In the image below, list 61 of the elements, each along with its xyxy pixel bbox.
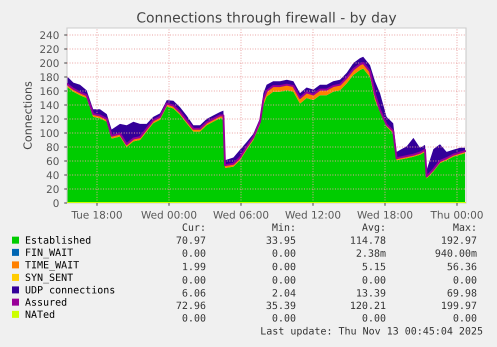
x-tick-label: Wed 06:00 xyxy=(213,210,268,219)
text: 0.00 xyxy=(362,276,386,284)
text: Max: xyxy=(453,224,475,231)
x-tick-label: Wed 12:00 xyxy=(285,210,340,219)
text: 0.00 xyxy=(454,276,476,284)
text: 114.78 xyxy=(351,236,386,244)
text: 0.00 xyxy=(272,314,296,322)
text: 940.00m xyxy=(435,249,477,257)
x-tick-label: Wed 18:00 xyxy=(357,210,412,219)
chart-title: Connections through firewall - by day xyxy=(137,12,396,26)
y-axis-title: Connections xyxy=(23,82,32,150)
legend-label: SYN_SENT xyxy=(26,273,73,284)
text: Avg: xyxy=(362,223,384,233)
y-tick-label: 240 xyxy=(40,31,59,40)
text: 70.97 xyxy=(176,236,206,244)
y-tick-label: 140 xyxy=(40,101,59,110)
legend-label: FIN_WAIT xyxy=(26,248,73,258)
y-tick-label: 220 xyxy=(40,45,59,54)
y-tick-label: 120 xyxy=(40,115,59,124)
text: 0.00 xyxy=(272,262,296,270)
legend-label: TIME_WAIT xyxy=(25,261,79,271)
text: 1.99 xyxy=(183,262,206,270)
text: 199.97 xyxy=(442,302,476,310)
text: 72.96 xyxy=(176,302,206,310)
y-tick-label: 200 xyxy=(40,59,59,68)
text: 0.00 xyxy=(272,249,296,257)
text: 56.36 xyxy=(448,262,476,270)
y-tick-label: 0 xyxy=(53,199,59,208)
y-tick-label: 180 xyxy=(40,73,59,82)
text: 5.15 xyxy=(362,262,386,270)
text: 6.06 xyxy=(182,289,206,297)
text: 0.00 xyxy=(182,276,206,284)
text: 13.39 xyxy=(357,289,386,297)
legend-label: UDP connections xyxy=(26,286,114,294)
legend-label: Assured xyxy=(25,298,66,306)
y-tick-label: 60 xyxy=(46,157,59,166)
text: 192.97 xyxy=(442,236,476,244)
text: 120.21 xyxy=(351,302,386,310)
y-tick-label: 40 xyxy=(46,171,59,180)
y-tick-label: 20 xyxy=(46,185,59,194)
text: 0.00 xyxy=(272,276,296,284)
text: 35.39 xyxy=(266,302,296,310)
text: 0.00 xyxy=(182,314,206,322)
text: Min: xyxy=(272,223,294,231)
text: 69.98 xyxy=(448,289,476,297)
text: 2.04 xyxy=(272,289,296,297)
legend-label: Established xyxy=(26,236,90,244)
y-tick-label: 100 xyxy=(40,129,59,138)
x-tick-label: Tue 18:00 xyxy=(71,210,122,219)
text: Cur: xyxy=(182,223,204,231)
y-tick-label: 80 xyxy=(46,143,59,152)
text: 0.00 xyxy=(182,249,206,257)
x-tick-label: Thu 00:00 xyxy=(430,210,483,219)
y-tick-label: 160 xyxy=(40,87,59,96)
legend-label: NATed xyxy=(26,310,54,318)
x-tick-label: Wed 00:00 xyxy=(141,210,196,219)
text: 2.38m xyxy=(356,249,386,257)
text: 0.00 xyxy=(454,314,476,322)
text: 0.00 xyxy=(362,314,386,322)
text: 33.95 xyxy=(266,236,296,244)
text: Last update: Thu Nov 13 00:45:04 2025 xyxy=(261,326,482,337)
